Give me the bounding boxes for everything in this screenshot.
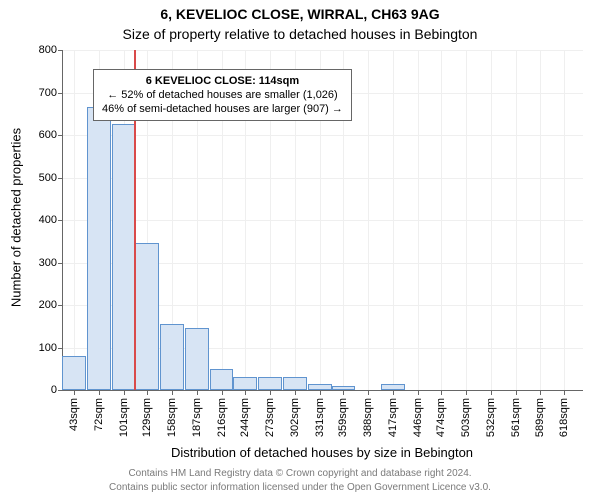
x-tick-label: 532sqm — [485, 398, 497, 437]
x-tick — [270, 390, 271, 395]
x-tick — [540, 390, 541, 395]
chart-container: 6, KEVELIOC CLOSE, WIRRAL, CH63 9AG Size… — [0, 0, 600, 500]
histogram-bar — [233, 377, 257, 390]
histogram-bar — [62, 356, 86, 390]
y-tick-label: 800 — [39, 44, 63, 56]
histogram-bar — [283, 377, 307, 390]
x-tick-label: 446sqm — [412, 398, 424, 437]
grid-line-v — [441, 50, 442, 390]
x-tick — [74, 390, 75, 395]
x-tick — [99, 390, 100, 395]
histogram-bar — [185, 328, 209, 390]
grid-line-v — [393, 50, 394, 390]
y-tick-label: 400 — [39, 214, 63, 226]
grid-line-v — [418, 50, 419, 390]
x-tick-label: 101sqm — [118, 398, 130, 437]
x-tick-label: 129sqm — [141, 398, 153, 437]
grid-line-v — [516, 50, 517, 390]
grid-line-h — [63, 178, 583, 179]
histogram-bar — [381, 384, 405, 390]
x-tick-label: 359sqm — [337, 398, 349, 437]
x-tick-label: 618sqm — [558, 398, 570, 437]
x-tick-label: 244sqm — [239, 398, 251, 437]
x-tick — [147, 390, 148, 395]
y-tick-label: 300 — [39, 257, 63, 269]
y-tick-label: 500 — [39, 172, 63, 184]
x-tick — [172, 390, 173, 395]
x-tick-label: 474sqm — [435, 398, 447, 437]
grid-line-v — [466, 50, 467, 390]
x-tick — [222, 390, 223, 395]
annotation-line-2: ← 52% of detached houses are smaller (1,… — [102, 88, 343, 102]
annotation-line-3: 46% of semi-detached houses are larger (… — [102, 102, 343, 116]
footer-line-2: Contains public sector information licen… — [0, 482, 600, 493]
x-tick — [466, 390, 467, 395]
histogram-bar — [112, 124, 136, 390]
x-tick — [491, 390, 492, 395]
x-tick — [295, 390, 296, 395]
histogram-bar — [210, 369, 234, 390]
y-tick-label: 700 — [39, 87, 63, 99]
plot-area: 010020030040050060070080043sqm72sqm101sq… — [62, 50, 583, 391]
y-tick-label: 200 — [39, 299, 63, 311]
x-tick-label: 187sqm — [191, 398, 203, 437]
grid-line-v — [74, 50, 75, 390]
histogram-bar — [160, 324, 184, 390]
grid-line-v — [491, 50, 492, 390]
x-tick-label: 589sqm — [534, 398, 546, 437]
x-tick — [393, 390, 394, 395]
x-tick — [343, 390, 344, 395]
x-tick-label: 158sqm — [166, 398, 178, 437]
x-tick-label: 72sqm — [93, 398, 105, 431]
grid-line-v — [540, 50, 541, 390]
x-tick-label: 331sqm — [314, 398, 326, 437]
x-tick — [368, 390, 369, 395]
y-tick-label: 600 — [39, 129, 63, 141]
title-line-1: 6, KEVELIOC CLOSE, WIRRAL, CH63 9AG — [0, 6, 600, 22]
grid-line-v — [368, 50, 369, 390]
x-tick — [564, 390, 565, 395]
x-tick — [245, 390, 246, 395]
histogram-bar — [332, 386, 356, 390]
x-tick-label: 273sqm — [264, 398, 276, 437]
histogram-bar — [308, 384, 332, 390]
x-tick — [320, 390, 321, 395]
footer-line-1: Contains HM Land Registry data © Crown c… — [0, 468, 600, 479]
x-tick — [516, 390, 517, 395]
x-tick — [124, 390, 125, 395]
x-tick-label: 388sqm — [362, 398, 374, 437]
grid-line-v — [564, 50, 565, 390]
grid-line-h — [63, 50, 583, 51]
annotation-box: 6 KEVELIOC CLOSE: 114sqm ← 52% of detach… — [93, 69, 352, 122]
x-tick-label: 216sqm — [216, 398, 228, 437]
y-axis-label: Number of detached properties — [9, 48, 24, 388]
x-tick-label: 417sqm — [387, 398, 399, 437]
histogram-bar — [258, 377, 282, 390]
x-axis-label: Distribution of detached houses by size … — [62, 445, 582, 460]
x-tick-label: 43sqm — [68, 398, 80, 431]
x-tick — [441, 390, 442, 395]
x-tick-label: 302sqm — [289, 398, 301, 437]
annotation-title: 6 KEVELIOC CLOSE: 114sqm — [102, 74, 343, 88]
title-line-2: Size of property relative to detached ho… — [0, 26, 600, 42]
x-tick — [197, 390, 198, 395]
x-tick — [418, 390, 419, 395]
histogram-bar — [135, 243, 159, 390]
grid-line-h — [63, 135, 583, 136]
grid-line-h — [63, 220, 583, 221]
x-tick-label: 561sqm — [510, 398, 522, 437]
histogram-bar — [87, 107, 111, 390]
y-tick-label: 100 — [39, 342, 63, 354]
x-tick-label: 503sqm — [460, 398, 472, 437]
